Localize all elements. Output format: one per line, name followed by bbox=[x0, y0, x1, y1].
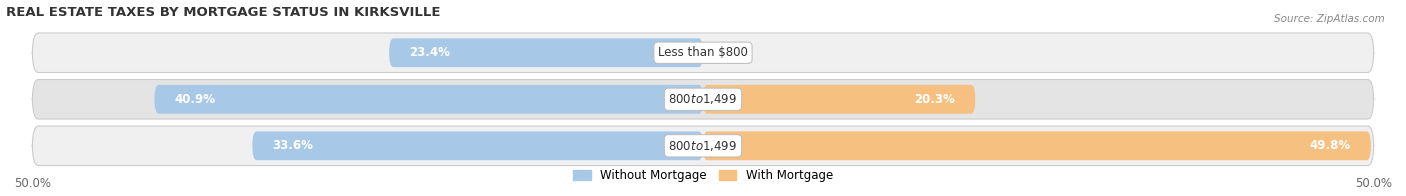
Legend: Without Mortgage, With Mortgage: Without Mortgage, With Mortgage bbox=[568, 164, 838, 187]
FancyBboxPatch shape bbox=[155, 85, 703, 114]
Text: 49.8%: 49.8% bbox=[1310, 139, 1351, 152]
FancyBboxPatch shape bbox=[32, 33, 1374, 73]
Text: Less than $800: Less than $800 bbox=[658, 46, 748, 59]
FancyBboxPatch shape bbox=[389, 38, 703, 67]
FancyBboxPatch shape bbox=[252, 131, 703, 160]
Text: 33.6%: 33.6% bbox=[273, 139, 314, 152]
Text: REAL ESTATE TAXES BY MORTGAGE STATUS IN KIRKSVILLE: REAL ESTATE TAXES BY MORTGAGE STATUS IN … bbox=[6, 5, 440, 19]
FancyBboxPatch shape bbox=[703, 131, 1371, 160]
Text: $800 to $1,499: $800 to $1,499 bbox=[668, 139, 738, 153]
FancyBboxPatch shape bbox=[703, 85, 976, 114]
Text: 23.4%: 23.4% bbox=[409, 46, 450, 59]
FancyBboxPatch shape bbox=[32, 126, 1374, 166]
Text: 0.0%: 0.0% bbox=[717, 46, 747, 59]
Text: 20.3%: 20.3% bbox=[914, 93, 955, 106]
FancyBboxPatch shape bbox=[32, 80, 1374, 119]
Text: $800 to $1,499: $800 to $1,499 bbox=[668, 92, 738, 106]
Text: Source: ZipAtlas.com: Source: ZipAtlas.com bbox=[1274, 14, 1385, 24]
Text: 40.9%: 40.9% bbox=[174, 93, 215, 106]
